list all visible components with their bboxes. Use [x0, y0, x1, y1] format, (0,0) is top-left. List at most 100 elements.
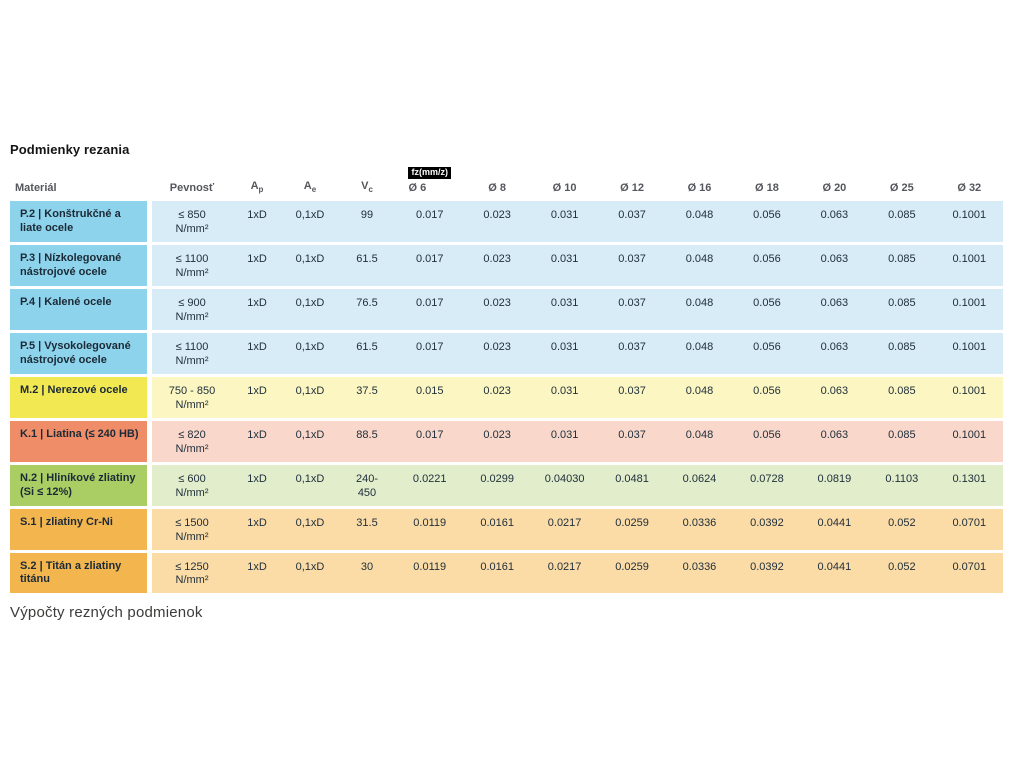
ap-cell: 1xD [247, 209, 267, 221]
fz-cell-d7: 0.085 [888, 428, 916, 441]
row-data-cells: ≤ 820 N/mm² 1xD 0,1xD 88.5 0.017 0.023 0.031 0.0… [152, 420, 1003, 462]
pevnost-value: ≤ 1250 [175, 560, 209, 573]
pevnost-value: ≤ 1100 [175, 252, 209, 265]
table-row: S.1 | zliatiny Cr-Ni ≤ 1500 N/mm² 1xD 0,1xD 3… [10, 508, 1003, 550]
pevnost-unit: N/mm² [175, 442, 209, 455]
material-cell: P.2 | Konštrukčné a liate ocele [10, 201, 147, 242]
row-data-cells: ≤ 600 N/mm² 1xD 0,1xD 240- 450 0.0221 0.0299 0.… [152, 464, 1003, 506]
column-header-diameter-0: fz(mm/z) Ø 6 [396, 167, 463, 194]
ae-cell: 0,1xD [295, 252, 325, 265]
fz-cell-d6: 0.063 [820, 428, 849, 441]
table-row: M.2 | Nerezové ocele 750 - 850 N/mm² 1xD 0,1… [10, 376, 1003, 418]
fz-cell-d3: 0.037 [618, 209, 646, 221]
fz-cell-d5: 0.056 [753, 384, 781, 397]
fz-cell-d5: 0.0392 [750, 560, 784, 573]
ae-symbol: A [303, 179, 312, 192]
pevnost-value: ≤ 600 [178, 472, 206, 485]
column-header-diameter-8: Ø 32 [957, 182, 982, 194]
ap-cell: 1xD [247, 428, 267, 441]
fz-cell-d1: 0.023 [483, 252, 511, 265]
ae-cell: 0,1xD [295, 472, 325, 485]
row-data-cells: ≤ 1250 N/mm² 1xD 0,1xD 30 0.0119 0.0161 0.0217 0… [152, 552, 1003, 594]
fz-cell-d6: 0.063 [820, 296, 849, 309]
ap-subscript: p [258, 185, 264, 194]
pevnost-unit: N/mm² [175, 530, 209, 543]
column-header-ap: Ap [232, 180, 282, 194]
pevnost-cell: ≤ 1100 N/mm² [152, 333, 232, 374]
table-row: P.5 | Vysokolegované nástrojové ocele ≤ 1… [10, 332, 1003, 374]
pevnost-cell: ≤ 1500 N/mm² [152, 509, 232, 550]
material-cell: N.2 | Hliníkové zliatiny (Si ≤ 12%) [10, 464, 147, 506]
ap-symbol: A [250, 179, 259, 192]
table-header-data-columns: Pevnosť Ap Ae Vc fz(mm/z) Ø 6 Ø 8 Ø 10 Ø… [152, 167, 1003, 194]
material-cell: S.1 | zliatiny Cr-Ni [10, 508, 147, 550]
fz-cell-d7: 0.085 [888, 384, 916, 397]
ap-cell: 1xD [247, 560, 267, 573]
fz-cell-d2: 0.031 [550, 428, 579, 441]
fz-cell-d5: 0.056 [753, 428, 781, 441]
fz-cell-d6: 0.0819 [817, 472, 852, 485]
fz-cell-d3: 0.037 [618, 252, 646, 265]
vc-symbol: V [361, 179, 369, 192]
pevnost-value: ≤ 850 [178, 209, 206, 221]
column-header-diameter-3: Ø 12 [620, 182, 644, 194]
material-cell: P.4 | Kalené ocele [10, 288, 147, 330]
fz-cell-d6: 0.0441 [817, 516, 852, 529]
fz-cell-d8: 0.1001 [952, 252, 987, 265]
ap-cell: 1xD [247, 252, 267, 265]
fz-cell-d8: 0.1001 [952, 209, 987, 221]
fz-cell-d1: 0.0161 [480, 560, 514, 573]
pevnost-unit: N/mm² [175, 354, 209, 367]
page-title: Podmienky rezania [10, 142, 130, 157]
fz-cell-d5: 0.0728 [750, 472, 784, 485]
table-row: K.1 | Liatina (≤ 240 HB) ≤ 820 N/mm² 1xD 0,1… [10, 420, 1003, 462]
fz-cell-d3: 0.037 [618, 428, 646, 441]
fz-cell-d7: 0.085 [888, 296, 916, 309]
fz-cell-d2: 0.031 [550, 209, 579, 221]
vc-cell: 61.5 [356, 252, 378, 265]
fz-cell-d0: 0.0119 [413, 516, 447, 529]
ae-cell: 0,1xD [295, 209, 325, 221]
fz-cell-d3: 0.037 [618, 384, 646, 397]
table-row: S.2 | Titán a zliatiny titánu ≤ 1250 N/mm²… [10, 552, 1003, 594]
fz-cell-d2: 0.031 [550, 252, 579, 265]
column-header-material: Materiál [15, 182, 57, 194]
column-header-diameter-5: Ø 18 [755, 182, 779, 194]
vc-cell: 76.5 [356, 296, 378, 309]
fz-cell-d3: 0.0481 [615, 472, 649, 485]
table-row: N.2 | Hliníkové zliatiny (Si ≤ 12%) ≤ 600… [10, 464, 1003, 506]
fz-cell-d0: 0.017 [415, 252, 444, 265]
table-row: P.3 | Nízkolegované nástrojové ocele ≤ 11… [10, 244, 1003, 286]
pevnost-value: 750 - 850 [168, 384, 216, 397]
fz-cell-d6: 0.063 [820, 209, 849, 221]
fz-cell-d0: 0.015 [415, 384, 444, 397]
fz-cell-d8: 0.1001 [952, 296, 987, 309]
ap-cell: 1xD [247, 516, 267, 529]
fz-cell-d4: 0.048 [685, 428, 714, 441]
pevnost-cell: ≤ 1100 N/mm² [152, 245, 232, 286]
column-header-vc: Vc [338, 180, 396, 194]
fz-cell-d8: 0.1001 [952, 428, 987, 441]
row-data-cells: ≤ 900 N/mm² 1xD 0,1xD 76.5 0.017 0.023 0.031 0.0… [152, 288, 1003, 330]
fz-unit-badge: fz(mm/z) [408, 167, 451, 179]
column-header-ae: Ae [282, 180, 338, 194]
row-data-cells: ≤ 1100 N/mm² 1xD 0,1xD 61.5 0.017 0.023 0.031 0.… [152, 332, 1003, 374]
vc-cell: 99 [360, 209, 374, 221]
vc-cell: 88.5 [356, 428, 378, 441]
fz-cell-d0: 0.0119 [413, 560, 447, 573]
fz-cell-d6: 0.063 [820, 384, 849, 397]
vc-cell: 37.5 [356, 384, 378, 397]
fz-cell-d1: 0.023 [483, 209, 511, 221]
fz-cell-d5: 0.056 [753, 252, 781, 265]
column-header-diameter-6: Ø 20 [822, 182, 847, 194]
column-header-diameter-4: Ø 16 [687, 182, 712, 194]
row-data-cells: ≤ 1500 N/mm² 1xD 0,1xD 31.5 0.0119 0.0161 0.021… [152, 508, 1003, 550]
fz-cell-d8: 0.0701 [952, 560, 987, 573]
fz-cell-d2: 0.031 [550, 340, 579, 353]
fz-cell-d7: 0.052 [888, 516, 916, 529]
fz-cell-d7: 0.1103 [885, 472, 919, 485]
ap-cell: 1xD [247, 340, 267, 353]
diameter-label: Ø 6 [408, 182, 427, 194]
cutting-conditions-table: Materiál Pevnosť Ap Ae Vc fz(mm/z) Ø 6 Ø… [10, 167, 1003, 594]
fz-cell-d3: 0.0259 [615, 560, 649, 573]
